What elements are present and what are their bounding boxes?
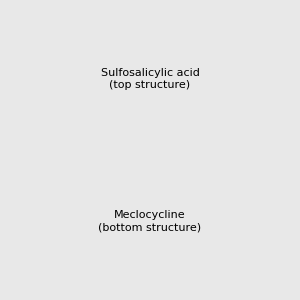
Text: Meclocycline
(bottom structure): Meclocycline (bottom structure) (98, 211, 202, 232)
Text: Sulfosalicylic acid
(top structure): Sulfosalicylic acid (top structure) (100, 68, 200, 89)
